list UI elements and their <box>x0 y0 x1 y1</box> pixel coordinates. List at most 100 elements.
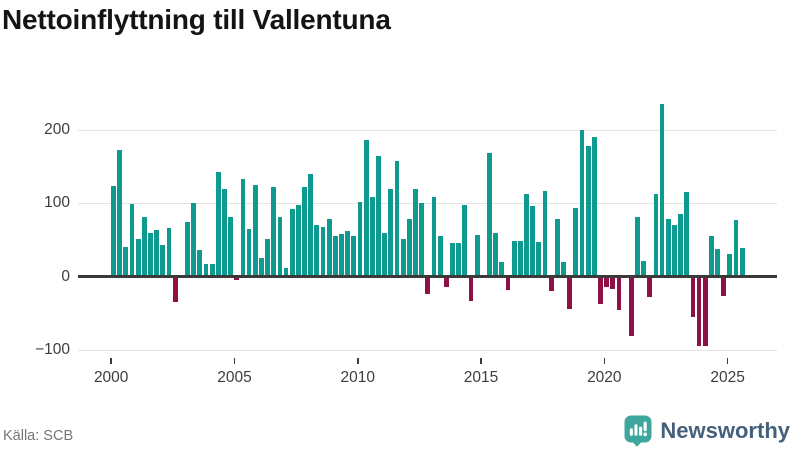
bar-q6 <box>148 233 153 276</box>
bar-q94 <box>690 278 696 318</box>
chart-title: Nettoinflyttning till Vallentuna <box>2 4 391 35</box>
bar-q13 <box>191 202 196 276</box>
source-note: Källa: SCB <box>3 428 74 444</box>
bar-q51 <box>425 278 431 294</box>
bar-q81 <box>610 278 616 290</box>
gridline-y--100 <box>78 350 777 352</box>
bar-q97 <box>708 235 714 276</box>
y-axis-label: 0 <box>61 267 70 285</box>
bar-q25 <box>265 239 270 276</box>
bar-q39 <box>351 236 357 276</box>
bar-q75 <box>573 208 579 276</box>
bar-q1 <box>117 149 123 276</box>
bar-q82 <box>616 278 622 311</box>
bar-q67 <box>524 193 529 276</box>
bar-q53 <box>437 236 443 276</box>
bar-q29 <box>289 209 295 276</box>
bar-q87 <box>647 278 653 297</box>
bar-q43 <box>376 156 381 276</box>
bar-q42 <box>369 196 375 276</box>
y-axis-label: 200 <box>44 121 70 138</box>
bar-q24 <box>259 258 264 276</box>
bar-q32 <box>308 174 314 276</box>
bar-q17 <box>215 171 221 276</box>
bar-q38 <box>345 231 351 276</box>
bar-q31 <box>302 187 307 276</box>
x-axis-tick-2010 <box>356 358 359 364</box>
bar-q69 <box>536 242 542 276</box>
bar-q14 <box>197 250 203 276</box>
gridline-y-100 <box>78 203 777 205</box>
bar-q20 <box>234 278 240 281</box>
bar-q63 <box>499 262 505 276</box>
bar-q73 <box>561 262 566 276</box>
newsworthy-speech-bubble-chart-icon <box>623 414 653 447</box>
bar-q71 <box>548 278 554 291</box>
bar-q54 <box>443 278 449 287</box>
bar-q93 <box>684 192 690 276</box>
brand-name: Newsworthy <box>660 417 790 443</box>
bar-q26 <box>271 187 277 276</box>
bar-q8 <box>160 245 166 276</box>
bar-q84 <box>628 278 634 337</box>
bar-q76 <box>579 130 585 276</box>
bar-q74 <box>567 278 573 309</box>
bar-q79 <box>598 278 603 304</box>
bar-q46 <box>394 160 400 276</box>
bar-q96 <box>702 278 708 347</box>
x-axis-label-2015: 2015 <box>463 369 499 386</box>
x-axis-label-2000: 2000 <box>93 369 129 386</box>
x-axis-tick-2025 <box>726 358 729 364</box>
bar-q98 <box>715 248 720 276</box>
bar-q15 <box>203 264 209 276</box>
bar-q92 <box>678 214 683 276</box>
bar-q16 <box>209 263 215 276</box>
gridline-y-200 <box>78 130 777 131</box>
bar-q55 <box>450 242 455 276</box>
bar-q86 <box>641 260 646 276</box>
bar-q4 <box>135 238 141 276</box>
bar-q101 <box>733 220 739 276</box>
bar-q36 <box>332 235 338 276</box>
newsworthy-brand-link[interactable]: Newsworthy <box>623 414 790 447</box>
x-axis-tick-2005 <box>233 358 236 364</box>
bar-q88 <box>653 193 659 276</box>
bar-q34 <box>320 226 326 276</box>
x-axis-label-2005: 2005 <box>217 369 252 386</box>
bar-q56 <box>456 242 462 276</box>
bar-q59 <box>474 234 480 276</box>
bar-q78 <box>591 137 597 276</box>
bar-q102 <box>739 248 745 276</box>
bar-q23 <box>252 185 258 276</box>
bar-q12 <box>185 222 190 276</box>
bar-q49 <box>413 189 418 276</box>
bar-q90 <box>665 219 671 276</box>
bar-q37 <box>339 234 344 276</box>
bar-q65 <box>511 240 517 276</box>
bar-q89 <box>659 104 665 276</box>
bar-q72 <box>554 218 560 276</box>
bar-q80 <box>604 278 609 287</box>
bar-q47 <box>400 239 406 276</box>
bar-q9 <box>166 227 172 276</box>
bar-q66 <box>517 240 523 276</box>
bar-q5 <box>141 217 147 276</box>
bar-q85 <box>635 216 640 276</box>
bar-q61 <box>487 153 492 276</box>
bar-q99 <box>721 278 727 296</box>
bar-q58 <box>468 278 474 301</box>
bar-q91 <box>672 224 677 276</box>
bar-q48 <box>406 218 412 276</box>
x-axis-label-2020: 2020 <box>587 369 622 386</box>
bar-q2 <box>123 246 129 276</box>
bar-q33 <box>314 224 320 276</box>
bar-q35 <box>326 219 332 276</box>
bar-q3 <box>129 204 135 276</box>
y-axis-label: −100 <box>35 341 70 359</box>
bar-q40 <box>357 201 363 276</box>
bar-q45 <box>388 188 394 276</box>
x-axis-label-2025: 2025 <box>710 369 745 386</box>
bar-q57 <box>462 204 468 276</box>
bar-q50 <box>419 203 425 276</box>
bar-q10 <box>172 278 178 302</box>
